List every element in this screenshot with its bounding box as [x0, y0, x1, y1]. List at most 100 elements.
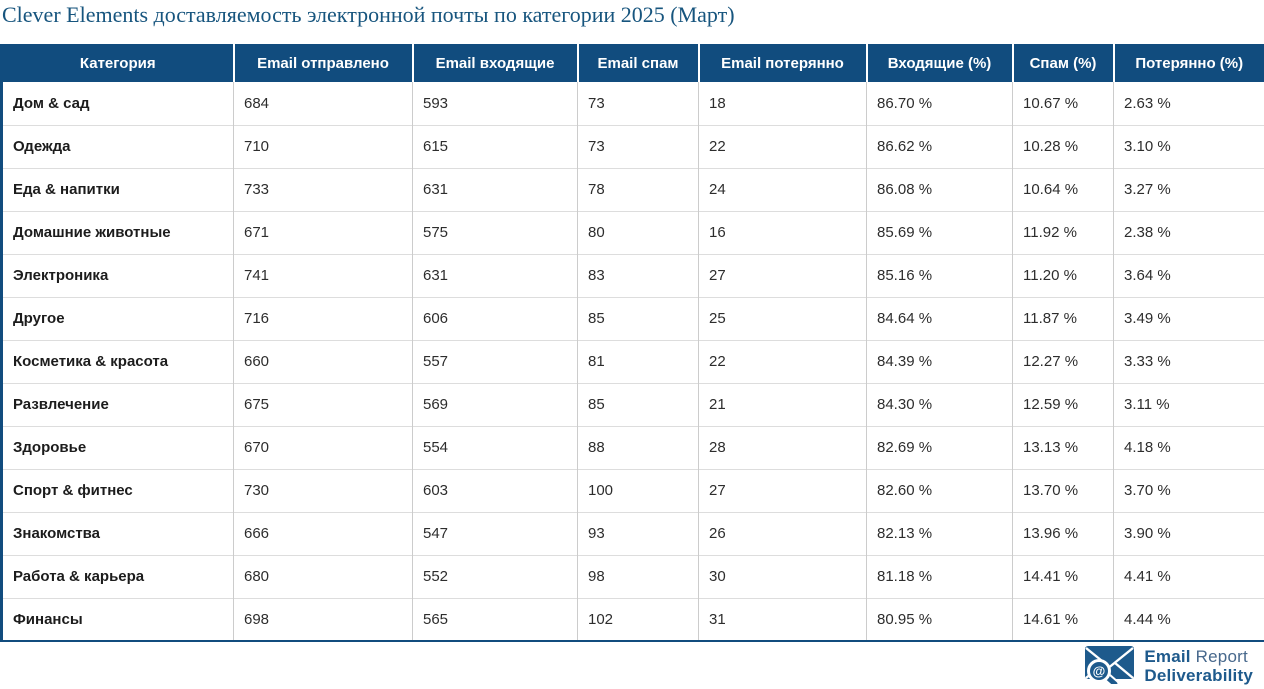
- cell-category: Развлечение: [1, 382, 234, 426]
- cell-inbox-pct: 82.13 %: [866, 511, 1013, 555]
- table-header: Категория Email отправлено Email входящи…: [1, 44, 1264, 82]
- cell-email-inbox: 557: [412, 339, 578, 383]
- cell-inbox-pct: 82.69 %: [866, 425, 1013, 469]
- cell-category: Знакомства: [1, 511, 234, 555]
- table-row: Спорт & фитнес 730 603 100 27 82.60 % 13.70 % 3…: [1, 468, 1264, 512]
- email-report-logo: @ Email Report Deliverability: [1084, 642, 1253, 689]
- column-header-email-lost: Email потерянно: [697, 44, 867, 82]
- deliverability-table: Категория Email отправлено Email входящи…: [0, 44, 1264, 642]
- cell-spam-pct: 10.67 %: [1012, 82, 1114, 125]
- cell-email-inbox: 547: [412, 511, 578, 555]
- cell-email-spam: 83: [577, 253, 699, 297]
- cell-email-sent: 670: [233, 425, 413, 469]
- cell-email-inbox: 606: [412, 296, 578, 340]
- cell-inbox-pct: 82.60 %: [866, 468, 1013, 512]
- cell-email-lost: 24: [698, 167, 867, 211]
- cell-inbox-pct: 84.30 %: [866, 382, 1013, 426]
- logo-text: Email Report Deliverability: [1144, 647, 1253, 685]
- cell-email-spam: 73: [577, 82, 699, 125]
- column-header-email-spam: Email спам: [576, 44, 699, 82]
- cell-email-lost: 25: [698, 296, 867, 340]
- cell-email-inbox: 631: [412, 253, 578, 297]
- table-body: Дом & сад 684 593 73 18 86.70 % 10.67 % 2.63 % О…: [1, 82, 1264, 641]
- table-row: Развлечение 675 569 85 21 84.30 % 12.59 % 3.11 …: [1, 382, 1264, 426]
- cell-email-spam: 88: [577, 425, 699, 469]
- cell-lost-pct: 4.41 %: [1113, 554, 1264, 598]
- cell-lost-pct: 3.49 %: [1113, 296, 1264, 340]
- table-row: Одежда 710 615 73 22 86.62 % 10.28 % 3.10 %: [1, 124, 1264, 168]
- cell-email-inbox: 615: [412, 124, 578, 168]
- cell-email-inbox: 575: [412, 210, 578, 254]
- cell-inbox-pct: 80.95 %: [866, 597, 1013, 641]
- cell-email-sent: 710: [233, 124, 413, 168]
- cell-email-spam: 102: [577, 597, 699, 641]
- cell-lost-pct: 3.64 %: [1113, 253, 1264, 297]
- cell-email-sent: 680: [233, 554, 413, 598]
- column-header-email-sent: Email отправлено: [232, 44, 413, 82]
- cell-lost-pct: 3.11 %: [1113, 382, 1264, 426]
- cell-email-sent: 733: [233, 167, 413, 211]
- cell-email-spam: 98: [577, 554, 699, 598]
- cell-inbox-pct: 85.16 %: [866, 253, 1013, 297]
- table-row: Знакомства 666 547 93 26 82.13 % 13.96 % 3.90 %: [1, 511, 1264, 555]
- cell-spam-pct: 10.64 %: [1012, 167, 1114, 211]
- cell-lost-pct: 3.90 %: [1113, 511, 1264, 555]
- cell-email-lost: 28: [698, 425, 867, 469]
- cell-category: Домашние животные: [1, 210, 234, 254]
- at-symbol: @: [1093, 664, 1106, 679]
- cell-category: Еда & напитки: [1, 167, 234, 211]
- cell-inbox-pct: 84.64 %: [866, 296, 1013, 340]
- cell-lost-pct: 2.63 %: [1113, 82, 1264, 125]
- cell-email-sent: 741: [233, 253, 413, 297]
- cell-lost-pct: 3.33 %: [1113, 339, 1264, 383]
- cell-email-spam: 85: [577, 296, 699, 340]
- cell-inbox-pct: 86.08 %: [866, 167, 1013, 211]
- cell-email-inbox: 603: [412, 468, 578, 512]
- header-row: Категория Email отправлено Email входящи…: [1, 44, 1264, 82]
- table-row: Дом & сад 684 593 73 18 86.70 % 10.67 % 2.63 %: [1, 82, 1264, 125]
- cell-category: Одежда: [1, 124, 234, 168]
- cell-spam-pct: 11.20 %: [1012, 253, 1114, 297]
- cell-email-sent: 666: [233, 511, 413, 555]
- cell-spam-pct: 10.28 %: [1012, 124, 1114, 168]
- cell-email-lost: 26: [698, 511, 867, 555]
- column-header-lost-pct: Потерянно (%): [1112, 44, 1264, 82]
- cell-email-sent: 671: [233, 210, 413, 254]
- cell-email-lost: 22: [698, 124, 867, 168]
- cell-inbox-pct: 84.39 %: [866, 339, 1013, 383]
- logo-word-email: Email: [1144, 646, 1191, 666]
- cell-email-lost: 21: [698, 382, 867, 426]
- cell-inbox-pct: 86.70 %: [866, 82, 1013, 125]
- cell-email-sent: 730: [233, 468, 413, 512]
- cell-email-lost: 30: [698, 554, 867, 598]
- cell-inbox-pct: 85.69 %: [866, 210, 1013, 254]
- table-row: Другое 716 606 85 25 84.64 % 11.87 % 3.49 %: [1, 296, 1264, 340]
- cell-inbox-pct: 86.62 %: [866, 124, 1013, 168]
- envelope-magnifier-icon: @: [1084, 642, 1136, 689]
- table-row: Еда & напитки 733 631 78 24 86.08 % 10.64 % 3.2…: [1, 167, 1264, 211]
- cell-email-sent: 660: [233, 339, 413, 383]
- cell-email-inbox: 593: [412, 82, 578, 125]
- logo-word-report: Report: [1195, 646, 1248, 666]
- cell-lost-pct: 4.44 %: [1113, 597, 1264, 641]
- cell-email-spam: 81: [577, 339, 699, 383]
- cell-spam-pct: 11.87 %: [1012, 296, 1114, 340]
- cell-email-spam: 73: [577, 124, 699, 168]
- column-header-category: Категория: [1, 44, 234, 82]
- table-row: Электроника 741 631 83 27 85.16 % 11.20 % 3.64 …: [1, 253, 1264, 297]
- page-title: Clever Elements доставляемость электронн…: [2, 2, 735, 27]
- column-header-spam-pct: Спам (%): [1011, 44, 1114, 82]
- cell-email-spam: 93: [577, 511, 699, 555]
- cell-lost-pct: 3.70 %: [1113, 468, 1264, 512]
- cell-email-spam: 85: [577, 382, 699, 426]
- cell-email-sent: 698: [233, 597, 413, 641]
- cell-email-lost: 18: [698, 82, 867, 125]
- cell-email-spam: 100: [577, 468, 699, 512]
- cell-spam-pct: 11.92 %: [1012, 210, 1114, 254]
- table-row: Здоровье 670 554 88 28 82.69 % 13.13 % 4.18 %: [1, 425, 1264, 469]
- cell-email-sent: 684: [233, 82, 413, 125]
- cell-category: Другое: [1, 296, 234, 340]
- cell-category: Спорт & фитнес: [1, 468, 234, 512]
- cell-email-lost: 22: [698, 339, 867, 383]
